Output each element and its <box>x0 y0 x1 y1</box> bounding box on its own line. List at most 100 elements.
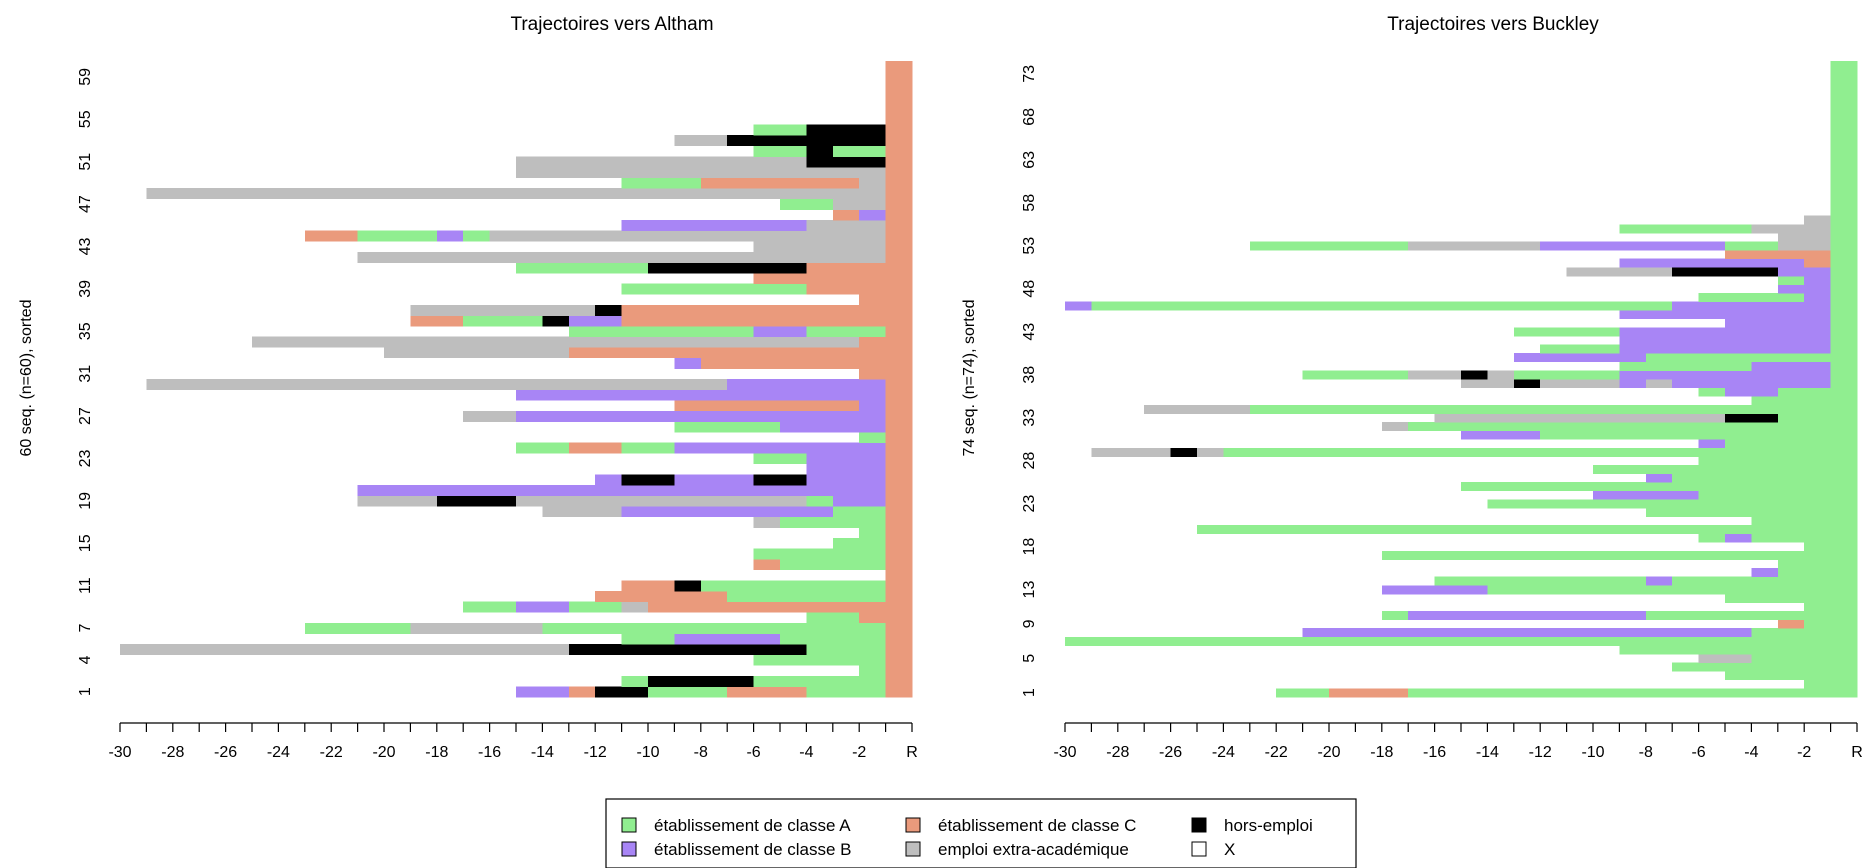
sequence-segment <box>304 622 411 634</box>
sequence-segment <box>674 580 702 592</box>
x-tick-label: -22 <box>1265 744 1288 761</box>
y-tick-label: 48 <box>1021 280 1038 298</box>
sequence-segment <box>1408 611 1647 621</box>
sequence-segment <box>516 485 834 496</box>
sequence-segment <box>1619 645 1858 655</box>
legend-label-b: établissement de classe B <box>654 840 852 859</box>
sequence-segment <box>384 347 570 359</box>
sequence-segment <box>885 283 913 295</box>
sequence-segment <box>859 527 886 539</box>
y-tick-label: 7 <box>77 624 94 633</box>
sequence-segment <box>806 453 886 465</box>
legend-swatch-a <box>621 817 637 833</box>
sequence-segment <box>1830 95 1858 105</box>
y-tick-label: 27 <box>77 407 94 425</box>
y-tick-label: 5 <box>1021 654 1038 663</box>
x-tick-label: -16 <box>478 744 501 761</box>
sequence-segment <box>1830 301 1858 311</box>
x-tick-label: -14 <box>1476 744 1499 761</box>
y-tick-label: 1 <box>77 687 94 696</box>
sequence-segment <box>1540 344 1620 354</box>
sequence-segment <box>648 675 754 687</box>
sequence-segment <box>832 145 886 157</box>
x-tick-label: -28 <box>1106 744 1129 761</box>
sequence-segment <box>859 612 886 624</box>
sequence-segment <box>1672 379 1726 388</box>
sequence-segment <box>542 622 781 634</box>
legend-frame <box>605 798 1357 868</box>
sequence-segment <box>1408 241 1541 251</box>
sequence-segment <box>674 633 781 645</box>
sequence-segment <box>1197 447 1224 457</box>
sequence-segment <box>700 580 860 592</box>
sequence-segment <box>1672 301 1831 311</box>
x-tick-label: R <box>906 744 918 761</box>
sequence-segment <box>1461 379 1515 388</box>
sequence-segment <box>1698 654 1752 664</box>
sequence-segment <box>621 220 807 231</box>
x-tick-label: -14 <box>531 744 554 761</box>
sequence-segment <box>832 198 886 210</box>
sequence-segment <box>1672 473 1858 483</box>
sequence-segment <box>1830 155 1858 165</box>
sequence-segment <box>780 516 886 528</box>
sequence-segment <box>1751 628 1858 638</box>
sequence-segment <box>832 538 886 549</box>
sequence-segment <box>1566 267 1673 277</box>
sequence-segment <box>1804 258 1831 268</box>
sequence-segment <box>436 495 517 507</box>
sequence-segment <box>753 326 807 337</box>
sequence-segment <box>1513 353 1647 363</box>
sequence-segment <box>1777 619 1805 629</box>
sequence-segment <box>1830 112 1858 122</box>
sequence-segment <box>1725 387 1779 397</box>
sequence-segment <box>568 686 596 698</box>
sequence-segment <box>1804 275 1831 285</box>
sequence-segment <box>1830 78 1858 88</box>
sequence-segment <box>1830 61 1858 70</box>
sequence-segment <box>1672 353 1805 363</box>
sequence-segment <box>1725 241 1779 251</box>
sequence-segment <box>516 262 649 274</box>
sequence-segment <box>1487 499 1858 509</box>
y-tick-label: 19 <box>77 492 94 510</box>
sequence-segment <box>1725 533 1752 543</box>
sequence-segment <box>727 591 860 602</box>
sequence-segment <box>1461 482 1858 492</box>
legend: établissement de classe A établissement … <box>605 798 1357 868</box>
sequence-segment <box>1830 86 1858 96</box>
sequence-segment <box>674 135 728 147</box>
sequence-segment <box>1381 550 1858 560</box>
sequence-segment <box>1276 688 1330 698</box>
sequence-segment <box>1065 636 1858 646</box>
sequence-segment <box>885 633 913 645</box>
sequence-segment <box>885 326 913 337</box>
sequence-segment <box>700 177 860 189</box>
sequence-segment <box>885 315 913 327</box>
y-tick-label: 68 <box>1021 108 1038 126</box>
sequence-segment <box>1804 353 1831 363</box>
sequence-segment <box>885 474 913 486</box>
sequence-segment <box>885 644 913 655</box>
sequence-segment <box>410 622 543 634</box>
sequence-segment <box>700 357 886 369</box>
x-tick-label: -18 <box>425 744 448 761</box>
sequence-segment <box>1777 568 1858 578</box>
sequence-segment <box>1645 611 1858 621</box>
sequence-segment <box>1540 430 1858 440</box>
sequence-segment <box>1725 318 1831 328</box>
y-tick-label: 15 <box>77 534 94 552</box>
sequence-segment <box>859 336 886 348</box>
sequence-segment <box>1830 232 1858 242</box>
sequence-segment <box>885 230 913 242</box>
sequence-segment <box>1830 267 1858 277</box>
sequence-segment <box>568 326 754 337</box>
sequence-segment <box>780 273 886 284</box>
sequence-segment <box>1751 568 1779 578</box>
sequence-segment <box>516 686 570 698</box>
sequence-segment <box>885 177 913 189</box>
legend-label-a: établissement de classe A <box>654 816 851 835</box>
sequence-segment <box>1725 310 1831 320</box>
sequence-segment <box>885 389 913 401</box>
